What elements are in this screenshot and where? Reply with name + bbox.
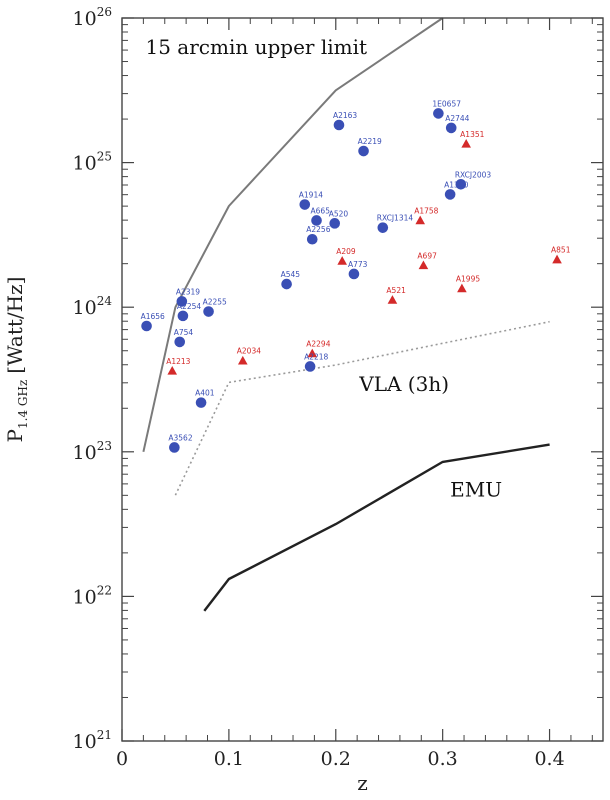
cluster-halo-point [174,336,186,348]
y-tick-label: 1021 [73,728,112,753]
cluster-halo-point [348,268,360,280]
cluster-halo-point [358,145,369,157]
cluster-limit-label: A1213 [166,357,190,366]
y-tick-label: 1025 [73,150,112,175]
y-axis-title: P1.4 GHz [Watt/Hz] [3,277,30,443]
emu-annotation: EMU [450,478,502,502]
cluster-halo-point [195,397,207,408]
cluster-halo-label: A773 [348,260,368,269]
cluster-limit-label: A851 [551,245,571,254]
cluster-halo-point [176,296,188,307]
cluster-halo-point [203,306,214,317]
x-tick-label: 0 [116,748,128,770]
cluster-limit-label: A2034 [237,347,261,356]
x-axis-title: z [357,771,368,795]
cluster-halo-point [444,189,456,200]
y-tick-label: 1024 [73,294,113,319]
vla-annotation: VLA (3h) [358,372,449,396]
cluster-limit-label: A1351 [460,130,484,139]
x-tick-label: 0.1 [214,748,244,770]
upper-limit-annotation: 15 arcmin upper limit [146,35,368,59]
cluster-limit-label: A521 [386,286,406,295]
cluster-halo-label: A2219 [358,137,382,146]
cluster-halo-point [311,215,322,226]
cluster-limit-label: A209 [336,247,356,256]
y-tick-label: 1023 [73,439,112,464]
y-axis-symbol: P [3,429,27,442]
x-tick-label: 0.3 [428,748,458,770]
cluster-limit-label: A1995 [456,274,480,283]
cluster-halo-point [433,108,444,119]
cluster-limit-point [387,295,398,304]
cluster-halo-label: A665 [311,206,331,215]
cluster-halo-point [377,222,389,233]
cluster-halo-point [329,218,341,229]
cluster-halo-point [177,310,189,322]
cluster-halo-point [304,361,316,372]
x-tick-label: 0.2 [321,748,351,770]
cluster-limit-point [457,283,467,293]
cluster-halo-point [445,122,457,134]
cluster-halo-point [169,442,180,453]
cluster-halo-label: A2744 [445,114,469,123]
cluster-limit-point [418,260,429,270]
y-tick-label: 1022 [73,583,112,608]
cluster-limit-label: A1758 [414,206,438,215]
cluster-halo-label: A1914 [299,191,323,200]
cluster-halo-point [141,320,152,332]
cluster-limit-point [167,366,178,375]
vla-sensitivity-line [174,320,550,496]
cluster-halo-label: A2319 [176,287,200,296]
cluster-halo-point [299,199,311,210]
cluster-halo-label: RXCJ2003 [455,170,492,179]
cluster-limit-point [337,256,347,265]
cluster-halo-label: A1656 [141,312,165,321]
y-tick-label: 1026 [73,5,112,30]
upper-limit-line [142,17,444,453]
cluster-limit-label: A697 [417,251,437,260]
plot-frame [121,17,604,742]
cluster-halo-label: A401 [195,389,215,398]
cluster-halo-label: A2218 [304,352,328,361]
cluster-limit-point [461,139,471,148]
y-axis-unit: [Watt/Hz] [3,277,27,374]
cluster-halo-label: A2256 [306,225,330,234]
cluster-halo-label: A2254 [177,302,201,311]
y-axis-subscript: 1.4 GHz [16,380,30,429]
cluster-halo-label: A3562 [168,433,192,442]
cluster-halo-point [333,119,345,131]
cluster-halo-label: A2163 [333,111,357,120]
cluster-halo-point [281,278,292,290]
cluster-halo-point [306,233,318,245]
cluster-halo-label: A754 [174,328,194,337]
x-tick-label: 0.4 [534,748,564,770]
cluster-halo-label: A545 [281,270,301,279]
emu-sensitivity-line [203,443,550,612]
cluster-limit-point [307,348,318,358]
cluster-limit-point [237,355,248,365]
cluster-halo-point [455,178,467,190]
cluster-limit-point [552,254,562,264]
cluster-halo-label: 1E0657 [432,99,461,108]
cluster-halo-label: A2255 [203,298,227,307]
cluster-limit-label: A2294 [306,339,330,348]
cluster-halo-label: RXCJ1314 [377,214,414,223]
cluster-halo-label: A520 [329,209,349,218]
cluster-limit-point [415,215,426,225]
cluster-halo-label: A1300 [444,180,468,189]
